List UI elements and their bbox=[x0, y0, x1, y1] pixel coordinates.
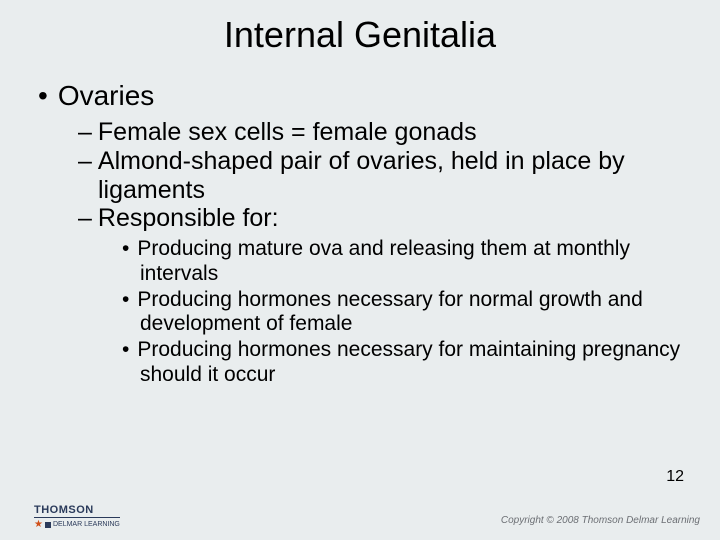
bullet-level1: • Ovaries bbox=[38, 80, 682, 112]
bullet-level2: –Female sex cells = female gonads bbox=[78, 118, 682, 147]
bullet-level1-text: Ovaries bbox=[58, 80, 154, 111]
square-icon bbox=[45, 522, 51, 528]
page-number: 12 bbox=[666, 468, 684, 486]
brand-name: THOMSON bbox=[34, 504, 94, 516]
footer: THOMSON ★ DELMAR LEARNING Copyright © 20… bbox=[0, 500, 720, 532]
bullet-level2-text: Female sex cells = female gonads bbox=[98, 118, 477, 146]
slide-title: Internal Genitalia bbox=[0, 0, 720, 56]
bullet-level2: –Responsible for: bbox=[78, 204, 682, 233]
bullet-dot-icon: • bbox=[38, 80, 48, 111]
bullet-level2-text: Almond-shaped pair of ovaries, held in p… bbox=[98, 147, 625, 204]
bullet-dot-icon: • bbox=[122, 237, 129, 260]
bullet-level3: • Producing hormones necessary for normal… bbox=[122, 288, 682, 338]
bullet-level3-text: Producing mature ova and releasing them … bbox=[137, 237, 630, 285]
copyright-text: Copyright © 2008 Thomson Delmar Learning bbox=[501, 515, 700, 526]
dash-icon: – bbox=[78, 204, 92, 232]
dash-icon: – bbox=[78, 147, 92, 175]
bullet-level3: • Producing hormones necessary for mainta… bbox=[122, 338, 682, 388]
slide-content: •Ovaries –Female sex cells = female gona… bbox=[0, 56, 720, 388]
publisher-logo: THOMSON ★ DELMAR LEARNING bbox=[34, 504, 120, 530]
bullet-level3-group: • Producing mature ova and releasing them… bbox=[38, 237, 682, 388]
slide: Internal Genitalia •Ovaries –Female sex … bbox=[0, 0, 720, 540]
dash-icon: – bbox=[78, 118, 92, 146]
bullet-level2-group: –Female sex cells = female gonads –Almon… bbox=[38, 118, 682, 233]
bullet-level3-text: Producing hormones necessary for maintai… bbox=[137, 338, 680, 386]
sub-brand: ★ DELMAR LEARNING bbox=[34, 517, 120, 530]
star-icon: ★ bbox=[34, 519, 43, 530]
bullet-dot-icon: • bbox=[122, 288, 129, 311]
sub-brand-text: DELMAR LEARNING bbox=[53, 521, 120, 529]
bullet-level3: • Producing mature ova and releasing them… bbox=[122, 237, 682, 287]
bullet-level2-text: Responsible for: bbox=[98, 204, 279, 232]
bullet-level3-text: Producing hormones necessary for normal … bbox=[137, 288, 642, 336]
bullet-dot-icon: • bbox=[122, 338, 129, 361]
bullet-level2: –Almond-shaped pair of ovaries, held in … bbox=[78, 147, 682, 205]
